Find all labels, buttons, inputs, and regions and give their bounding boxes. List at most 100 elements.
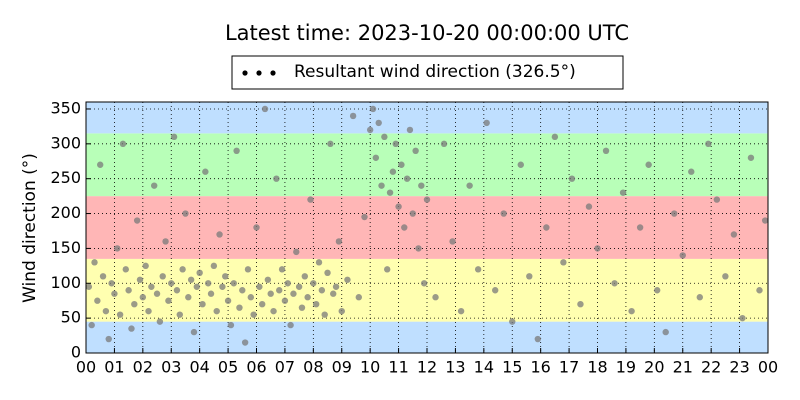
point bbox=[415, 245, 422, 252]
y-tick-label: 150 bbox=[50, 238, 81, 257]
point bbox=[222, 273, 229, 280]
point bbox=[534, 335, 542, 343]
point bbox=[199, 300, 206, 308]
point bbox=[310, 280, 317, 287]
x-tick-label: 19 bbox=[616, 358, 636, 377]
point bbox=[148, 283, 155, 290]
point bbox=[116, 311, 124, 318]
point bbox=[696, 294, 703, 301]
point bbox=[619, 189, 627, 196]
point bbox=[159, 273, 166, 280]
point bbox=[474, 266, 482, 273]
point bbox=[168, 280, 175, 287]
points bbox=[85, 105, 769, 346]
point bbox=[406, 126, 414, 134]
point bbox=[318, 287, 326, 294]
point bbox=[403, 175, 411, 182]
point bbox=[330, 290, 337, 297]
x-tick-label: 13 bbox=[445, 358, 465, 377]
point bbox=[122, 266, 129, 273]
point bbox=[560, 259, 567, 266]
point bbox=[369, 105, 377, 113]
point bbox=[509, 318, 516, 325]
legend-marker bbox=[242, 70, 276, 76]
point bbox=[492, 287, 499, 294]
point bbox=[722, 273, 729, 280]
y-tick-label: 350 bbox=[50, 98, 81, 117]
point bbox=[602, 147, 610, 155]
x-tick-label: 04 bbox=[189, 358, 209, 377]
point bbox=[671, 210, 678, 217]
point bbox=[233, 147, 240, 155]
point bbox=[315, 259, 323, 266]
x-tick-label: 07 bbox=[275, 358, 295, 377]
point bbox=[270, 307, 277, 315]
point bbox=[392, 140, 399, 148]
x-tick-label: 21 bbox=[673, 358, 693, 377]
point bbox=[756, 287, 763, 294]
point bbox=[327, 140, 334, 148]
point bbox=[585, 203, 593, 210]
point bbox=[338, 307, 345, 315]
y-axis-label: Wind direction (°) bbox=[20, 153, 40, 303]
y-tick-label: 50 bbox=[61, 308, 81, 327]
point bbox=[401, 224, 408, 231]
point bbox=[409, 210, 416, 217]
point bbox=[250, 311, 257, 318]
point bbox=[645, 161, 652, 168]
y-tick-label: 0 bbox=[71, 343, 81, 362]
x-tick-label: 03 bbox=[161, 358, 181, 377]
point bbox=[190, 328, 198, 336]
point bbox=[264, 276, 272, 283]
point bbox=[278, 266, 286, 273]
point bbox=[395, 203, 402, 210]
y-tick-label: 200 bbox=[50, 203, 81, 222]
y-tick-label: 250 bbox=[50, 168, 81, 187]
point bbox=[389, 168, 397, 175]
point bbox=[256, 283, 263, 290]
x-tick-label: 16 bbox=[530, 358, 550, 377]
point bbox=[432, 294, 439, 301]
point bbox=[128, 325, 135, 332]
point bbox=[136, 276, 144, 283]
point bbox=[202, 168, 209, 175]
point bbox=[216, 231, 223, 238]
x-tick-label: 01 bbox=[104, 358, 124, 377]
point bbox=[133, 217, 141, 224]
point bbox=[361, 213, 368, 221]
point bbox=[241, 339, 249, 346]
point bbox=[628, 307, 635, 315]
legend-dot bbox=[242, 70, 248, 76]
point bbox=[412, 147, 419, 155]
point bbox=[304, 294, 311, 301]
x-tick-label: 22 bbox=[701, 358, 721, 377]
point bbox=[653, 287, 661, 294]
point bbox=[739, 314, 746, 322]
point bbox=[500, 210, 507, 217]
point bbox=[139, 294, 147, 301]
point bbox=[301, 273, 309, 280]
point bbox=[355, 294, 362, 301]
x-tick-label: 14 bbox=[474, 358, 494, 377]
point bbox=[307, 196, 314, 203]
x-tick-label: 00 bbox=[76, 358, 96, 377]
point bbox=[440, 140, 448, 148]
point bbox=[662, 328, 669, 336]
point bbox=[176, 311, 183, 318]
point bbox=[293, 248, 300, 256]
point bbox=[108, 280, 115, 287]
x-tick-label: 02 bbox=[133, 358, 153, 377]
point bbox=[182, 210, 189, 217]
point bbox=[312, 300, 320, 308]
point bbox=[207, 290, 215, 297]
point bbox=[239, 287, 246, 294]
x-tick-label: 05 bbox=[218, 358, 238, 377]
point bbox=[730, 231, 738, 238]
point bbox=[295, 283, 303, 290]
point bbox=[611, 280, 618, 287]
point bbox=[227, 321, 235, 329]
point bbox=[185, 294, 192, 301]
point bbox=[111, 290, 118, 297]
x-tick-label: 00 bbox=[758, 358, 778, 377]
point bbox=[119, 140, 127, 148]
